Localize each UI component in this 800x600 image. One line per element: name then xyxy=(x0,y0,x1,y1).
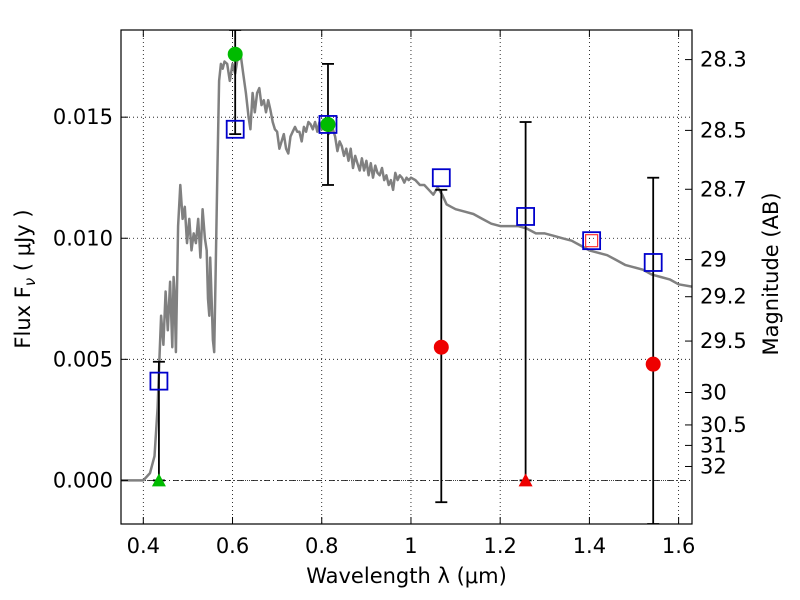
observed-point xyxy=(320,116,336,132)
x-tick-label: 0.6 xyxy=(216,534,249,558)
y2-tick-label: 28.3 xyxy=(700,48,747,72)
model-photometry-square xyxy=(643,253,663,272)
x-tick-label: 0.4 xyxy=(127,534,160,558)
x-tick-label: 1.2 xyxy=(483,534,516,558)
marker-layer xyxy=(149,46,663,487)
x-tick-label: 1 xyxy=(404,534,417,558)
y2-tick-label: 30.5 xyxy=(700,413,747,437)
y2-tick-label: 29 xyxy=(700,248,727,272)
observed-point xyxy=(645,356,661,372)
model-photometry-square xyxy=(225,119,245,139)
x-axis-ticks: 0.4 0.6 0.8 1 1.2 1.4 1.6 xyxy=(127,30,695,558)
observed-square xyxy=(585,234,599,248)
y-tick-label: 0.015 xyxy=(53,105,113,129)
plot-frame xyxy=(120,29,693,525)
y2-tick-label: 32 xyxy=(700,454,727,478)
y2-axis-label: Magnitude (AB) xyxy=(759,192,783,355)
observed-point xyxy=(433,339,449,355)
y2-tick-label: 29.2 xyxy=(700,285,747,309)
upper-limit-marker xyxy=(151,473,166,487)
observed-point xyxy=(227,46,243,62)
y2-tick-label: 28.5 xyxy=(700,118,747,142)
x-axis-label: Wavelength λ (μm) xyxy=(306,564,507,588)
y-axis-label: Flux Fν ( μJy ) xyxy=(11,209,39,348)
x-tick-label: 1.6 xyxy=(662,534,695,558)
x-tick-label: 1.4 xyxy=(573,534,606,558)
x-tick-label: 0.8 xyxy=(305,534,338,558)
y-axis-label-sub: ν xyxy=(21,278,39,286)
model-sed-line xyxy=(121,52,692,482)
y-axis-ticks: 0.000 0.005 0.010 0.015 xyxy=(53,105,128,492)
y2-tick-label: 31 xyxy=(700,433,727,457)
model-photometry-square xyxy=(318,115,338,134)
upper-limit-marker xyxy=(518,473,533,487)
model-photometry-square xyxy=(149,371,169,391)
model-sed-layer xyxy=(121,52,692,482)
y-tick-label: 0.010 xyxy=(53,226,113,250)
model-photometry-square xyxy=(431,168,451,188)
y2-tick-label: 30 xyxy=(700,380,727,404)
y2-tick-label: 28.7 xyxy=(700,177,747,201)
y2-tick-label: 29.5 xyxy=(700,329,747,353)
y-tick-label: 0.005 xyxy=(53,347,113,371)
y-axis-label-main: Flux F xyxy=(11,286,35,348)
y-axis-label-units: ( μJy ) xyxy=(11,209,35,277)
model-photometry-square xyxy=(582,231,602,251)
y-tick-label: 0.000 xyxy=(53,468,113,492)
model-photometry-square xyxy=(516,207,536,226)
